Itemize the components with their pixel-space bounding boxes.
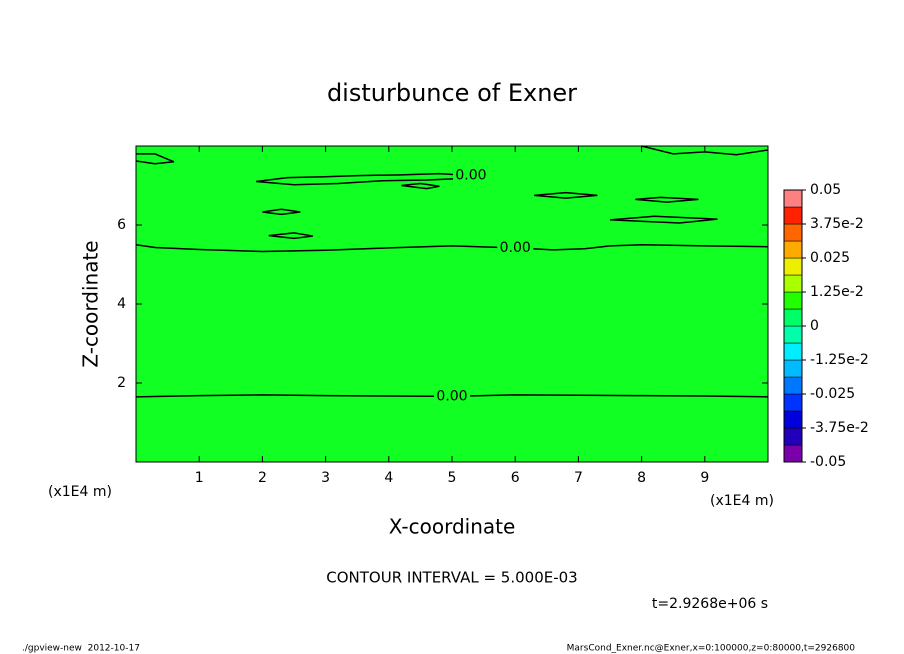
colorbar-box — [783, 410, 803, 429]
colorbar-tick-label: -1.25e-2 — [810, 352, 869, 368]
plot-fill — [136, 146, 768, 462]
contour-line — [609, 215, 718, 224]
y-tick-label: 6 — [117, 217, 126, 233]
colorbar-tick-label: -3.75e-2 — [810, 420, 869, 436]
footer-right: MarsCond_Exner.nc@Exner,x=0:100000,z=0:8… — [567, 644, 856, 654]
x-tick-label: 2 — [258, 470, 267, 486]
contour-label-bg — [497, 239, 534, 256]
footer-left: ./gpview-new 2012-10-17 — [22, 644, 140, 654]
colorbar-box — [783, 308, 803, 327]
colorbar-tick-label: 0.025 — [810, 250, 850, 266]
x-tick-label: 8 — [637, 470, 646, 486]
colorbar-box — [783, 257, 803, 276]
colorbar-tick-label: 0.05 — [810, 182, 841, 198]
contour-line — [534, 191, 598, 199]
contour-line — [268, 232, 314, 240]
colorbar-box — [783, 359, 803, 378]
colorbar-box — [783, 223, 803, 242]
colorbar-box — [783, 291, 803, 310]
x-tick-label: 4 — [384, 470, 393, 486]
contour-line — [401, 182, 440, 190]
time-label: t=2.9268e+06 s — [652, 596, 768, 612]
contour-label-bg — [452, 167, 489, 184]
colorbar-tick-label: 1.25e-2 — [810, 284, 864, 300]
colorbar-box — [783, 376, 803, 395]
colorbar-box — [783, 342, 803, 361]
x-unit-label: (x1E4 m) — [710, 493, 774, 509]
annotation: CONTOUR INTERVAL = 5.000E-03 — [326, 569, 577, 587]
colorbar-tick-label: 3.75e-2 — [810, 216, 864, 232]
colorbar-box — [783, 240, 803, 259]
x-tick-label: 7 — [574, 470, 583, 486]
x-tick-label: 1 — [195, 470, 204, 486]
contour-line — [135, 243, 769, 253]
x-tick-label: 6 — [511, 470, 520, 486]
contour-label-bg — [434, 388, 470, 405]
colorbar-tick-label: -0.05 — [810, 454, 846, 470]
x-tick-label: 5 — [448, 470, 457, 486]
contour-line — [135, 153, 175, 165]
colorbar-box — [783, 444, 803, 463]
y-tick-label: 2 — [117, 375, 126, 391]
contour-line — [262, 208, 301, 216]
colorbar-tick-label: 0 — [810, 318, 819, 334]
x-axis-label: X-coordinate — [389, 515, 516, 539]
colorbar-box — [783, 206, 803, 225]
x-tick-label: 3 — [321, 470, 330, 486]
colorbar-box — [783, 393, 803, 412]
colorbar-box — [783, 325, 803, 344]
colorbar-box — [783, 427, 803, 446]
contour-label: 0.00 — [436, 388, 467, 404]
y-unit-label: (x1E4 m) — [48, 484, 112, 500]
colorbar-box — [783, 274, 803, 293]
colorbar-box — [783, 189, 803, 208]
y-tick-label: 4 — [117, 296, 126, 312]
contour-label: 0.00 — [455, 168, 486, 184]
x-tick-label: 9 — [700, 470, 709, 486]
contour-line — [635, 196, 699, 203]
chart-title: disturbunce of Exner — [327, 79, 577, 107]
colorbar-tick-label: -0.025 — [810, 386, 855, 402]
contour-label: 0.00 — [500, 240, 531, 256]
y-axis-label: Z-coordinate — [79, 240, 103, 367]
